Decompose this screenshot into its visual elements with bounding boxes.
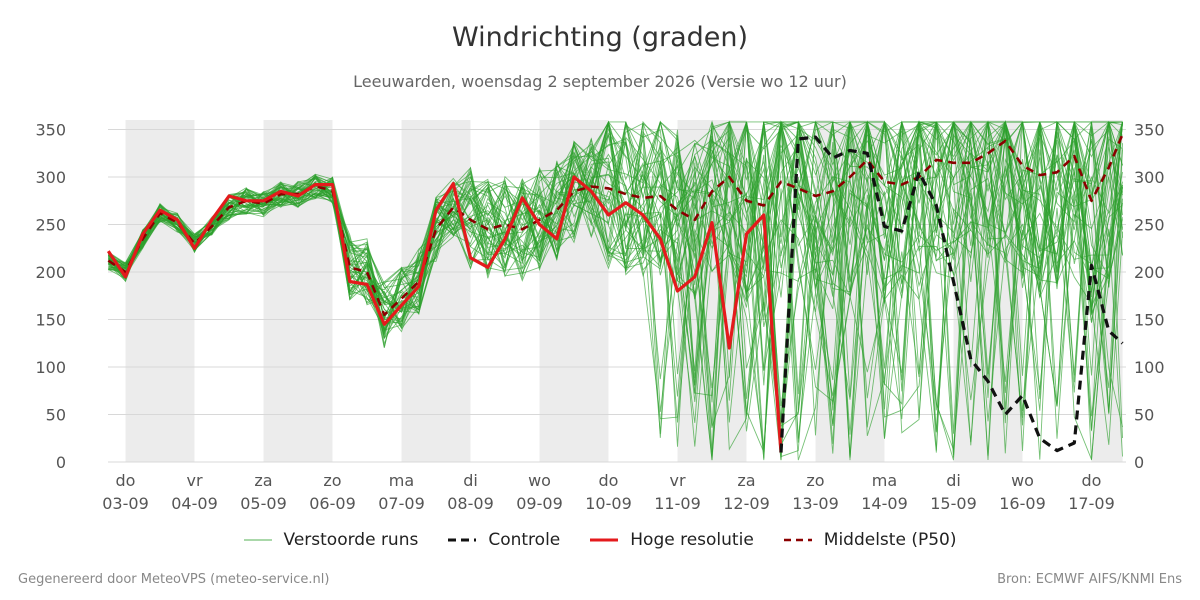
y-tick-left-150: 150 <box>35 311 66 330</box>
x-tick-date-3: 06-09 <box>309 494 356 513</box>
x-tick-date-11: 14-09 <box>861 494 908 513</box>
x-tick-date-12: 15-09 <box>930 494 977 513</box>
legend-item-hires: Hoge resolutie <box>590 530 754 550</box>
shaded-band-0 <box>125 120 195 462</box>
x-tick-day-0: do <box>116 471 136 490</box>
x-tick-day-7: do <box>599 471 619 490</box>
x-tick-day-3: zo <box>323 471 341 490</box>
y-tick-right-50: 50 <box>1134 406 1154 425</box>
ensemble-member-50 <box>107 120 1123 451</box>
x-tick-date-9: 12-09 <box>723 494 770 513</box>
legend-swatch-control <box>448 538 477 542</box>
x-tick-day-5: di <box>463 471 478 490</box>
legend-swatch-ensemble <box>243 539 272 541</box>
ensemble-member-45 <box>108 121 1123 446</box>
legend-swatch-hires <box>590 538 619 542</box>
chart-legend: Verstoorde runs Controle Hoge resolutie … <box>0 530 1200 550</box>
legend-swatch-median <box>783 538 812 542</box>
footer-source: Bron: ECMWF AIFS/KNMI Ens <box>997 572 1182 587</box>
y-tick-left-250: 250 <box>35 216 66 235</box>
x-tick-date-13: 16-09 <box>999 494 1046 513</box>
x-tick-date-8: 11-09 <box>654 494 701 513</box>
ensemble-member-48 <box>107 121 1123 461</box>
series-middelste-p50 <box>107 133 1124 317</box>
x-tick-day-14: do <box>1082 471 1102 490</box>
x-tick-day-9: za <box>737 471 755 490</box>
x-tick-date-7: 10-09 <box>585 494 632 513</box>
y-tick-left-350: 350 <box>35 121 66 140</box>
footer-generator: Gegenereerd door MeteoVPS (meteo-service… <box>18 572 330 587</box>
y-tick-right-100: 100 <box>1134 358 1165 377</box>
y-tick-left-50: 50 <box>46 406 66 425</box>
y-tick-left-200: 200 <box>35 263 66 282</box>
x-tick-day-8: vr <box>669 471 685 490</box>
x-tick-day-12: di <box>946 471 961 490</box>
ensemble-member-49 <box>108 121 1123 454</box>
y-tick-left-300: 300 <box>35 168 66 187</box>
legend-label-control: Controle <box>488 530 561 550</box>
shaded-band-1 <box>263 120 333 462</box>
chart-title: Windrichting (graden) <box>451 22 749 53</box>
legend-label-hires: Hoge resolutie <box>630 530 754 550</box>
legend-label-median: Middelste (P50) <box>823 530 957 550</box>
legend-label-ensemble: Verstoorde runs <box>283 530 419 550</box>
x-tick-date-1: 04-09 <box>171 494 218 513</box>
y-tick-right-0: 0 <box>1134 453 1144 472</box>
x-tick-day-1: vr <box>186 471 202 490</box>
legend-item-control: Controle <box>448 530 560 550</box>
ensemble-member-31 <box>107 120 1123 461</box>
ensemble-member-16 <box>108 121 1123 461</box>
legend-item-median: Middelste (P50) <box>783 530 957 550</box>
x-tick-day-10: zo <box>806 471 824 490</box>
x-tick-date-4: 07-09 <box>378 494 425 513</box>
x-tick-date-6: 09-09 <box>516 494 563 513</box>
y-tick-left-0: 0 <box>56 453 66 472</box>
x-tick-day-13: wo <box>1011 471 1034 490</box>
y-tick-right-350: 350 <box>1134 121 1165 140</box>
y-tick-right-300: 300 <box>1134 168 1165 187</box>
legend-item-ensemble: Verstoorde runs <box>243 530 419 550</box>
y-tick-right-200: 200 <box>1134 263 1165 282</box>
y-tick-left-100: 100 <box>35 358 66 377</box>
series-controle <box>779 135 1124 453</box>
x-tick-date-0: 03-09 <box>102 494 149 513</box>
x-tick-day-4: ma <box>389 471 414 490</box>
chart-subtitle: Leeuwarden, woensdag 2 september 2026 (V… <box>353 72 847 91</box>
series-hoge-resolutie <box>106 175 783 453</box>
x-tick-day-2: za <box>254 471 272 490</box>
y-tick-right-250: 250 <box>1134 216 1165 235</box>
x-tick-date-2: 05-09 <box>240 494 287 513</box>
ensemble-member-46 <box>108 121 1123 320</box>
x-tick-date-14: 17-09 <box>1068 494 1115 513</box>
x-tick-date-5: 08-09 <box>447 494 494 513</box>
x-tick-day-6: wo <box>528 471 551 490</box>
x-tick-date-10: 13-09 <box>792 494 839 513</box>
ensemble-member-47 <box>107 120 1123 461</box>
x-tick-day-11: ma <box>872 471 897 490</box>
y-tick-right-150: 150 <box>1134 311 1165 330</box>
